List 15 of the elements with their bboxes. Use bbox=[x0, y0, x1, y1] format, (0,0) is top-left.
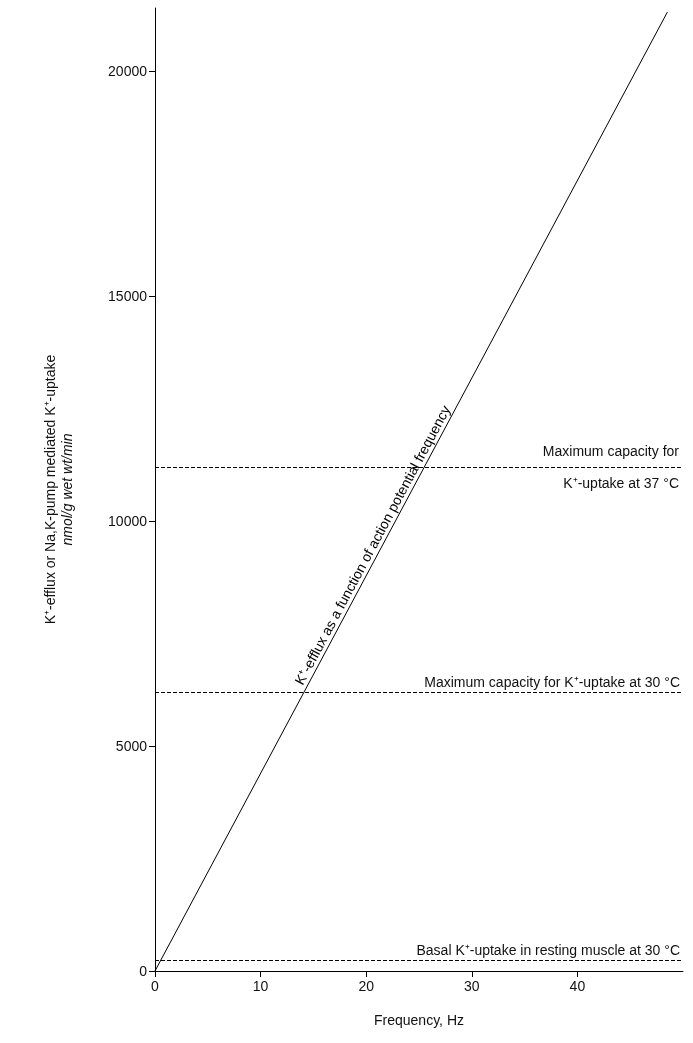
ref-line-label: Maximum capacity for K⁺-uptake at 30 °C bbox=[424, 674, 680, 690]
x-tick-label: 30 bbox=[464, 978, 480, 994]
x-tick-label: 0 bbox=[151, 978, 160, 994]
y-tick-label: 0 bbox=[139, 963, 148, 979]
x-tick-label: 40 bbox=[569, 978, 586, 994]
y-axis-title: K⁺-efflux or Na,K-pump mediated K⁺-uptake nmol/g wet wt/min bbox=[41, 354, 75, 625]
y-tick-label: 5000 bbox=[115, 738, 148, 754]
y-tick-label: 20000 bbox=[108, 63, 148, 79]
ref-line-label: Maximum capacity for K⁺-uptake at 37 °C bbox=[542, 443, 680, 491]
y-tick-label: 15000 bbox=[108, 288, 148, 304]
x-tick-label: 10 bbox=[252, 978, 269, 994]
x-axis-title: Frequency, Hz bbox=[374, 1012, 464, 1028]
x-tick-label: 20 bbox=[358, 978, 375, 994]
ref-line-label: Basal K⁺-uptake in resting muscle at 30 °C bbox=[416, 941, 680, 958]
y-tick-label: 10000 bbox=[108, 513, 148, 529]
